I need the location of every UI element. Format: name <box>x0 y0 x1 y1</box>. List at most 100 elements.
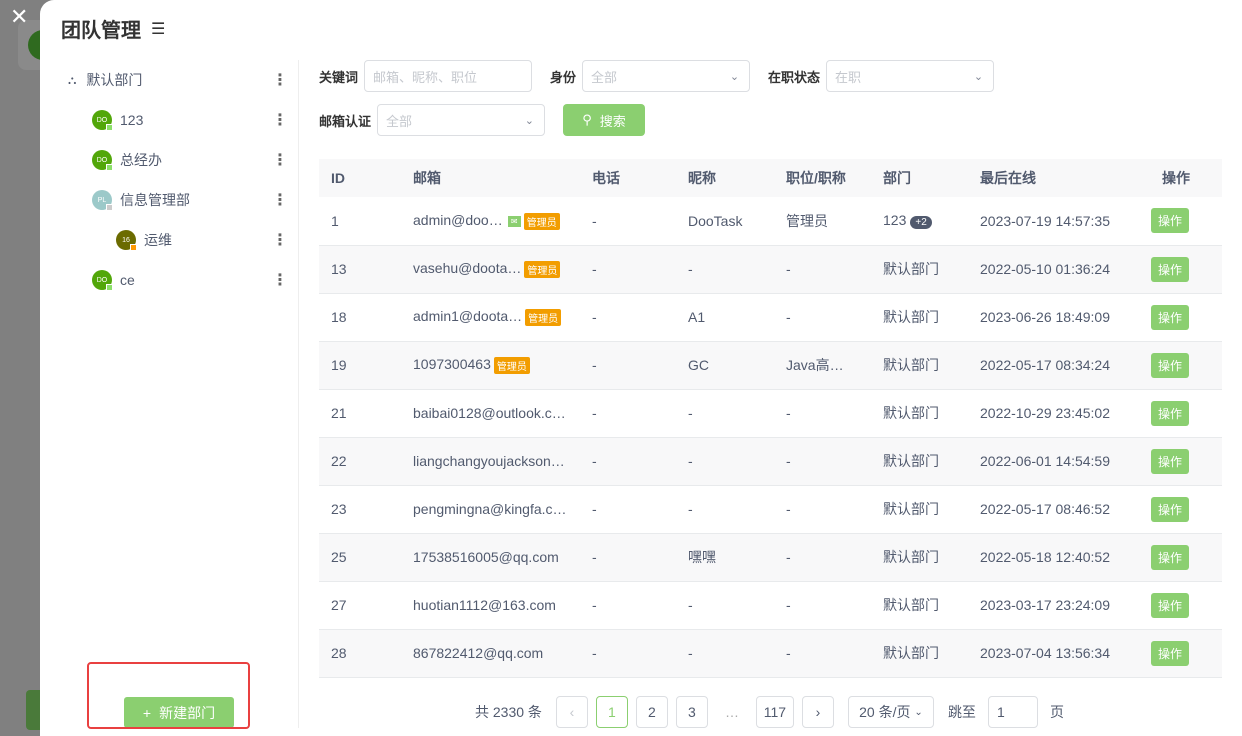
tree-node[interactable]: 16 运维 ⋮ <box>60 220 298 260</box>
tree-node-label: 123 <box>120 112 144 128</box>
department: 默认部门 <box>883 645 939 661</box>
close-icon[interactable]: ✕ <box>10 4 29 29</box>
email: 1097300463 <box>413 356 491 373</box>
jump-label: 跳至 <box>947 704 976 720</box>
table-row: 25 17538516005@qq.com - 嘿嘿 - 默认部门 2022-05-18 1… <box>319 533 1222 582</box>
action-button[interactable]: 操作 <box>1150 400 1189 426</box>
tree-node[interactable]: DO 总经办 ⋮ <box>60 140 298 180</box>
search-icon: ⚲ <box>582 112 592 127</box>
tree-node-label: 默认部门 <box>86 72 143 88</box>
menu-toggle-icon[interactable]: ☰ <box>151 20 166 38</box>
more-icon[interactable]: ⋮ <box>272 192 288 209</box>
page-117-button[interactable]: 117 <box>755 696 794 728</box>
tree-node[interactable]: PL 信息管理部 ⋮ <box>60 180 298 220</box>
page-3-button[interactable]: 3 <box>675 696 708 728</box>
table-row: 18 admin1@doota… 管理员 - A1- 默认部门 2023-06-26 18:… <box>319 293 1222 342</box>
department: 默认部门 <box>883 309 939 325</box>
phone: - <box>580 437 676 486</box>
admin-tag: 管理员 <box>493 356 530 374</box>
tree-node-label: 信息管理部 <box>120 192 190 208</box>
nickname: - <box>676 581 774 630</box>
nickname: GC <box>676 341 774 390</box>
job-title: - <box>774 245 871 294</box>
identity-select[interactable]: 全部 ⌄ <box>582 60 751 92</box>
action-button[interactable]: 操作 <box>1150 448 1189 474</box>
more-icon[interactable]: ⋮ <box>272 72 288 89</box>
action-button[interactable]: 操作 <box>1150 304 1189 330</box>
last-online: 2023-07-19 14:57:35 <box>968 197 1118 246</box>
user-id: 25 <box>319 533 401 582</box>
more-icon[interactable]: ⋮ <box>272 232 288 249</box>
action-button[interactable]: 操作 <box>1150 352 1189 378</box>
action-button[interactable]: 操作 <box>1150 592 1189 618</box>
action-button[interactable]: 操作 <box>1150 640 1189 666</box>
next-page-button[interactable]: › <box>801 696 834 728</box>
user-id: 23 <box>319 485 401 534</box>
job-title: 管理员 <box>774 197 871 246</box>
search-button[interactable]: ⚲ 搜索 <box>563 104 646 136</box>
job-title: - <box>774 581 871 630</box>
nickname: - <box>676 437 774 486</box>
phone: - <box>580 293 676 342</box>
column-header: 操作 <box>1118 159 1222 197</box>
email: huotian1112@163.com <box>413 597 556 613</box>
nickname: 嘿嘿 <box>676 533 774 582</box>
action-button[interactable]: 操作 <box>1150 208 1189 234</box>
action-button[interactable]: 操作 <box>1150 256 1189 282</box>
admin-tag: 管理员 <box>525 308 562 326</box>
page-size-select[interactable]: 20 条/页 ⌄ <box>847 696 934 728</box>
page-1-button[interactable]: 1 <box>595 696 628 728</box>
user-id: 27 <box>319 581 401 630</box>
email: pengmingna@kingfa.c… <box>413 501 567 517</box>
new-department-button[interactable]: + 新建部门 <box>124 697 234 728</box>
background-app <box>0 0 40 736</box>
status-select[interactable]: 在职 ⌄ <box>826 60 995 92</box>
phone: - <box>580 245 676 294</box>
title-text: 团队管理 <box>61 20 141 42</box>
email: 867822412@qq.com <box>413 645 544 661</box>
action-button[interactable]: 操作 <box>1150 544 1189 570</box>
page-2-button[interactable]: 2 <box>635 696 668 728</box>
nickname: A1 <box>676 293 774 342</box>
user-id: 1 <box>319 197 401 246</box>
identity-label: 身份 <box>550 69 577 85</box>
department-avatar: 16 <box>116 230 137 251</box>
department: 默认部门 <box>883 357 939 373</box>
phone: - <box>580 389 676 438</box>
action-button[interactable]: 操作 <box>1150 496 1189 522</box>
last-online: 2022-05-10 01:36:24 <box>968 245 1118 294</box>
user-id: 22 <box>319 437 401 486</box>
identity-value: 全部 <box>591 69 618 85</box>
more-icon[interactable]: ⋮ <box>272 112 288 129</box>
department-avatar: DO <box>92 150 113 171</box>
job-title: Java高… <box>774 341 871 390</box>
column-header: 电话 <box>580 159 676 197</box>
last-online: 2023-03-17 23:24:09 <box>968 581 1118 630</box>
department: 默认部门 <box>883 549 939 565</box>
tree-node[interactable]: DO ce ⋮ <box>60 260 298 300</box>
phone: - <box>580 629 676 678</box>
keyword-label: 关键词 <box>319 69 359 85</box>
table-row: 28 867822412@qq.com - - - 默认部门 2023-07-04 13:5… <box>319 629 1222 678</box>
last-online: 2022-05-17 08:46:52 <box>968 485 1118 534</box>
plus-icon: + <box>142 704 152 721</box>
nickname: - <box>676 485 774 534</box>
email-verify-select[interactable]: 全部 ⌄ <box>377 104 546 136</box>
user-id: 13 <box>319 245 401 294</box>
department: 默认部门 <box>883 405 939 421</box>
pagination-ellipsis[interactable]: … <box>724 704 739 720</box>
tree-node-label: 运维 <box>144 232 172 248</box>
team-management-modal: 团队管理 ☰ ⛬ 默认部门 ⋮ DO 123 ⋮ DO 总经办 ⋮ PL 信息管理部 ⋮ 16 运维 ⋮ DO c… <box>40 0 1242 736</box>
pagination: 共 2330 条 ‹ 1 2 3… 117 › 20 条/页 ⌄ 跳至 1 页 <box>475 696 1064 728</box>
tree-node[interactable]: DO 123 ⋮ <box>60 100 298 140</box>
tree-node[interactable]: ⛬ 默认部门 ⋮ <box>60 60 298 100</box>
jump-input[interactable]: 1 <box>987 696 1038 728</box>
job-title: - <box>774 293 871 342</box>
keyword-input[interactable]: 邮箱、昵称、职位 <box>364 60 533 92</box>
more-icon[interactable]: ⋮ <box>272 272 288 289</box>
prev-page-button[interactable]: ‹ <box>555 696 588 728</box>
job-title: - <box>774 437 871 486</box>
members-table: ID 邮箱 电话 昵称 职位/职称 部门 最后在线 操作 1 admin@doo… ✉ 管理员 - Do… <box>319 159 1222 678</box>
last-online: 2022-05-18 12:40:52 <box>968 533 1118 582</box>
more-icon[interactable]: ⋮ <box>272 152 288 169</box>
